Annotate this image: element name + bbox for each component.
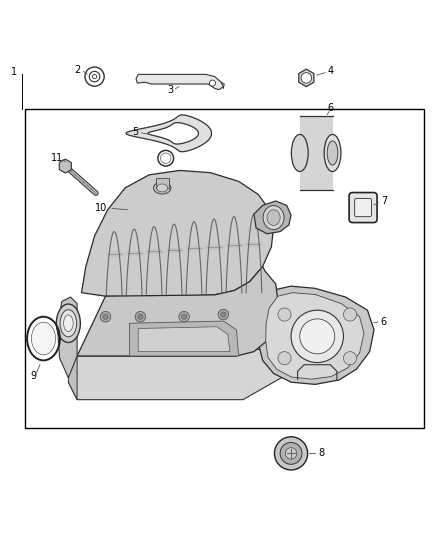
Polygon shape xyxy=(68,350,289,400)
Ellipse shape xyxy=(57,304,81,343)
Circle shape xyxy=(181,314,187,319)
Text: 8: 8 xyxy=(318,448,325,458)
FancyBboxPatch shape xyxy=(349,192,377,223)
Circle shape xyxy=(138,314,143,319)
Circle shape xyxy=(291,310,343,362)
Circle shape xyxy=(278,352,291,365)
Ellipse shape xyxy=(263,206,284,230)
Text: 5: 5 xyxy=(132,127,138,137)
Circle shape xyxy=(218,309,229,320)
Circle shape xyxy=(280,442,302,464)
Text: 2: 2 xyxy=(74,65,80,75)
Polygon shape xyxy=(138,327,230,352)
Polygon shape xyxy=(81,171,274,297)
Circle shape xyxy=(301,72,311,83)
Circle shape xyxy=(343,352,357,365)
Text: 6: 6 xyxy=(327,103,333,114)
Ellipse shape xyxy=(291,134,308,172)
Text: 1: 1 xyxy=(11,67,17,77)
Polygon shape xyxy=(299,69,314,87)
Ellipse shape xyxy=(153,182,171,194)
Ellipse shape xyxy=(60,310,77,337)
Polygon shape xyxy=(130,321,239,356)
Text: 3: 3 xyxy=(167,85,173,95)
Circle shape xyxy=(286,448,297,459)
Polygon shape xyxy=(57,297,77,378)
Polygon shape xyxy=(258,286,374,384)
Circle shape xyxy=(300,319,335,354)
Ellipse shape xyxy=(267,210,280,225)
Circle shape xyxy=(343,308,357,321)
PathPatch shape xyxy=(126,115,212,152)
Ellipse shape xyxy=(64,315,73,332)
Circle shape xyxy=(221,312,226,317)
Ellipse shape xyxy=(32,322,56,355)
Circle shape xyxy=(209,80,215,86)
Bar xyxy=(25,109,424,428)
Polygon shape xyxy=(136,75,223,90)
Bar xyxy=(155,179,169,188)
Polygon shape xyxy=(77,266,278,356)
Bar xyxy=(300,116,332,190)
Circle shape xyxy=(103,314,108,319)
Circle shape xyxy=(135,311,146,322)
FancyBboxPatch shape xyxy=(355,198,371,216)
Text: 9: 9 xyxy=(30,370,36,381)
Text: 4: 4 xyxy=(327,66,333,76)
Polygon shape xyxy=(254,201,291,234)
Polygon shape xyxy=(59,159,71,173)
Ellipse shape xyxy=(324,134,341,172)
Circle shape xyxy=(179,311,189,322)
Ellipse shape xyxy=(157,184,168,192)
Text: 10: 10 xyxy=(95,203,107,213)
Polygon shape xyxy=(68,336,77,400)
Circle shape xyxy=(278,308,291,321)
Text: 11: 11 xyxy=(51,153,64,163)
Text: 6: 6 xyxy=(380,317,386,327)
Circle shape xyxy=(100,311,111,322)
Circle shape xyxy=(275,437,307,470)
Ellipse shape xyxy=(327,141,338,165)
Text: 7: 7 xyxy=(381,196,387,206)
Polygon shape xyxy=(266,293,364,379)
